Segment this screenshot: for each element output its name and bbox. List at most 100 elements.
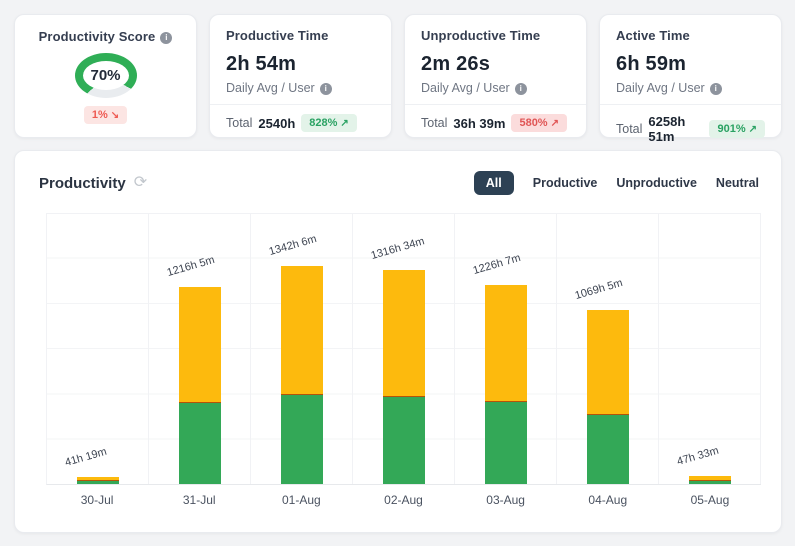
trend-text: 901% [717,123,746,135]
bar-segment-productive[interactable] [484,402,527,484]
x-tick-04-aug: 04-Aug [588,493,628,507]
panel-title-wrap: Productivity ⟳ [39,175,147,192]
bar-segment-unproductive[interactable] [586,414,629,416]
info-icon[interactable]: i [709,82,722,95]
bar-segment-neutral[interactable] [280,266,323,395]
trend-up-icon: ↗ [340,117,349,129]
trend-down-icon: ↘ [110,109,120,121]
productivity-chart-panel: Productivity ⟳ All Productive Unproductive… [14,150,782,533]
bar-segment-unproductive[interactable] [484,401,527,403]
x-axis-labels: 30-Jul 31-Jul 01-Aug 02-Aug 03-Aug 04-Aug 05-A… [46,493,761,507]
bar-segment-unproductive[interactable] [382,396,425,398]
chart-column-31-jul: 1216h 5m [149,214,251,484]
tab-neutral[interactable]: Neutral [715,176,759,190]
chart-filter-tabs: All Productive Unproductive Neutral [473,171,759,195]
bar-segment-productive[interactable] [688,480,731,484]
stat-cards-row: Productivity Score i 70% 1% ↘ Productive T… [0,0,795,144]
x-tick-01-aug: 01-Aug [282,493,321,507]
stat-value: 2m 26s [421,53,491,75]
total-row: Total 6258h 51m 901% ↗ [616,114,765,144]
refresh-icon[interactable]: ⟳ [133,174,148,191]
stacked-bar-02-aug[interactable]: 1316h 34m [369,236,425,484]
bar-segment-productive[interactable] [178,403,221,484]
stacked-bar-30-jul[interactable]: 41h 19m [63,446,119,484]
bar-segment-neutral[interactable] [382,270,425,397]
stacked-bar-31-jul[interactable]: 1216h 5m [165,254,221,484]
bar-segment-neutral[interactable] [586,310,629,415]
total-trend-badge: 828% ↗ [301,114,357,132]
bar-value-label: 1216h 5m [165,253,216,279]
stat-value: 6h 59m [616,53,687,75]
bar-value-label: 47h 33m [675,444,720,468]
chart-column-03-aug: 1226h 7m [455,214,557,484]
subtitle-text: Daily Avg / User [616,81,705,95]
tab-unproductive[interactable]: Unproductive [616,176,697,190]
bar-segment-neutral[interactable] [76,476,119,481]
subtitle-text: Daily Avg / User [421,81,510,95]
stacked-bar-03-aug[interactable]: 1226h 7m [471,252,527,484]
bar-value-label: 41h 19m [63,445,108,469]
total-row: Total 2540h 828% ↗ [226,114,375,132]
bar-segment-unproductive[interactable] [178,402,221,404]
x-tick-03-aug: 03-Aug [486,493,525,507]
productivity-score-card: Productivity Score i 70% 1% ↘ [14,14,197,138]
info-icon[interactable]: i [514,82,527,95]
stacked-bar-01-aug[interactable]: 1342h 6m [267,233,323,484]
info-icon[interactable]: i [319,82,332,95]
score-donut: 70% [74,53,137,98]
tab-productive[interactable]: Productive [532,176,598,190]
card-title: Active Time [616,28,690,43]
stat-value: 2h 54m [226,53,297,75]
card-title: Productive Time [226,28,329,43]
total-label: Total [616,122,643,136]
trend-text: 1% [91,109,108,121]
trend-text: 580% [519,117,548,129]
total-value: 2540h [258,115,296,131]
chart-column-01-aug: 1342h 6m [251,214,353,484]
bar-value-label: 1069h 5m [573,277,624,303]
stacked-bar-05-aug[interactable]: 47h 33m [675,445,731,484]
bar-segment-unproductive[interactable] [76,480,119,482]
bar-segment-neutral[interactable] [484,284,527,402]
trend-up-icon: ↗ [748,123,757,135]
total-row: Total 36h 39m 580% ↗ [421,114,570,132]
trend-text: 828% [309,117,338,129]
subtitle-text: Daily Avg / User [226,81,315,95]
stacked-bar-chart: 41h 19m 1216h 5m 1342h 6m 1316h 34m 1226h 7m… [46,213,761,485]
bar-segment-neutral[interactable] [688,475,731,480]
x-tick-05-aug: 05-Aug [690,493,730,507]
stat-subtitle: Daily Avg / User i [421,81,570,95]
chart-column-30-jul: 41h 19m [47,214,149,484]
total-trend-badge: 901% ↗ [709,120,765,138]
score-value: 70% [90,67,121,84]
productive-time-card: Productive Time 2h 54m Daily Avg / User i… [209,14,392,138]
bar-segment-productive[interactable] [280,395,323,484]
bar-segment-productive[interactable] [382,397,425,484]
chart-panel-header: Productivity ⟳ All Productive Unproductive… [15,151,781,195]
bar-segment-neutral[interactable] [178,286,221,403]
tab-all[interactable]: All [473,171,514,195]
total-trend-badge: 580% ↗ [511,114,567,132]
bar-value-label: 1342h 6m [267,233,318,259]
stacked-bar-04-aug[interactable]: 1069h 5m [573,277,629,484]
active-time-card: Active Time 6h 59m Daily Avg / User i Tot… [599,14,782,144]
bar-segment-productive[interactable] [586,415,629,484]
bar-value-label: 1226h 7m [471,251,522,277]
unproductive-time-card: Unproductive Time 2m 26s Daily Avg / Use… [404,14,587,138]
chart-column-05-aug: 47h 33m [659,214,761,484]
card-title: Productivity Score [38,29,156,44]
info-icon[interactable]: i [160,31,173,44]
total-label: Total [421,116,448,130]
stat-subtitle: Daily Avg / User i [226,81,375,95]
trend-up-icon: ↗ [550,117,559,129]
chart-column-04-aug: 1069h 5m [557,214,659,484]
bar-segment-unproductive[interactable] [280,394,323,396]
bar-value-label: 1316h 34m [369,235,426,263]
stat-subtitle: Daily Avg / User i [616,81,765,95]
bar-segment-unproductive[interactable] [688,479,731,481]
x-tick-31-jul: 31-Jul [182,493,216,507]
x-tick-30-jul: 30-Jul [80,493,114,507]
divider [405,104,586,105]
bar-segment-productive[interactable] [76,481,119,484]
total-value: 36h 39m [453,115,506,131]
